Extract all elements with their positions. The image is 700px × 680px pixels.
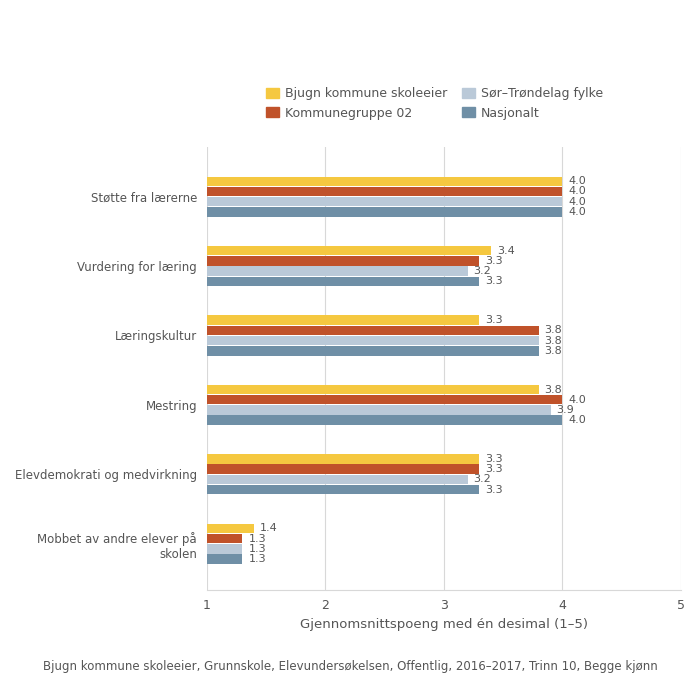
Text: 3.3: 3.3 [485,256,503,266]
Text: 4.0: 4.0 [568,186,586,197]
Text: 3.3: 3.3 [485,464,503,474]
Text: 3.2: 3.2 [474,475,491,484]
Text: 1.3: 1.3 [248,554,266,564]
Text: Bjugn kommune skoleeier, Grunnskole, Elevundersøkelsen, Offentlig, 2016–2017, Tr: Bjugn kommune skoleeier, Grunnskole, Ele… [43,660,657,673]
Text: 3.9: 3.9 [556,405,574,415]
Bar [206,326,539,335]
Bar [206,534,242,543]
Bar [206,346,539,356]
Text: 3.4: 3.4 [497,245,515,256]
Legend: Bjugn kommune skoleeier, Kommunegruppe 02, Sør–Trøndelag fylke, Nasjonalt: Bjugn kommune skoleeier, Kommunegruppe 0… [261,82,608,124]
Bar [206,207,563,217]
Bar [206,454,480,464]
Bar [206,277,480,286]
Text: 4.0: 4.0 [568,176,586,186]
Text: 1.3: 1.3 [248,534,266,543]
Bar [206,395,563,405]
Text: 3.8: 3.8 [545,346,562,356]
Bar [206,246,491,256]
Bar [206,415,563,425]
Text: 4.0: 4.0 [568,395,586,405]
Bar [206,187,563,197]
Bar [206,316,480,325]
Bar [206,485,480,494]
Text: 3.3: 3.3 [485,276,503,286]
Text: 3.2: 3.2 [474,266,491,276]
Text: 3.8: 3.8 [545,335,562,345]
Text: 3.8: 3.8 [545,325,562,335]
Text: 3.8: 3.8 [545,384,562,394]
Bar [206,544,242,554]
Text: 3.3: 3.3 [485,454,503,464]
Bar [206,336,539,345]
Text: 3.3: 3.3 [485,485,503,494]
Bar [206,177,563,186]
Bar [206,524,254,533]
Bar [206,197,563,207]
Bar [206,256,480,266]
Text: 3.3: 3.3 [485,315,503,325]
Bar [206,464,480,474]
Text: 1.3: 1.3 [248,544,266,554]
Text: 4.0: 4.0 [568,207,586,217]
Text: 1.4: 1.4 [260,524,278,533]
Bar [206,267,468,276]
Bar [206,405,551,415]
Bar [206,475,468,484]
Bar [206,554,242,564]
Text: 4.0: 4.0 [568,197,586,207]
Bar [206,385,539,394]
Text: 4.0: 4.0 [568,415,586,425]
X-axis label: Gjennomsnittspoeng med én desimal (1–5): Gjennomsnittspoeng med én desimal (1–5) [300,618,588,631]
